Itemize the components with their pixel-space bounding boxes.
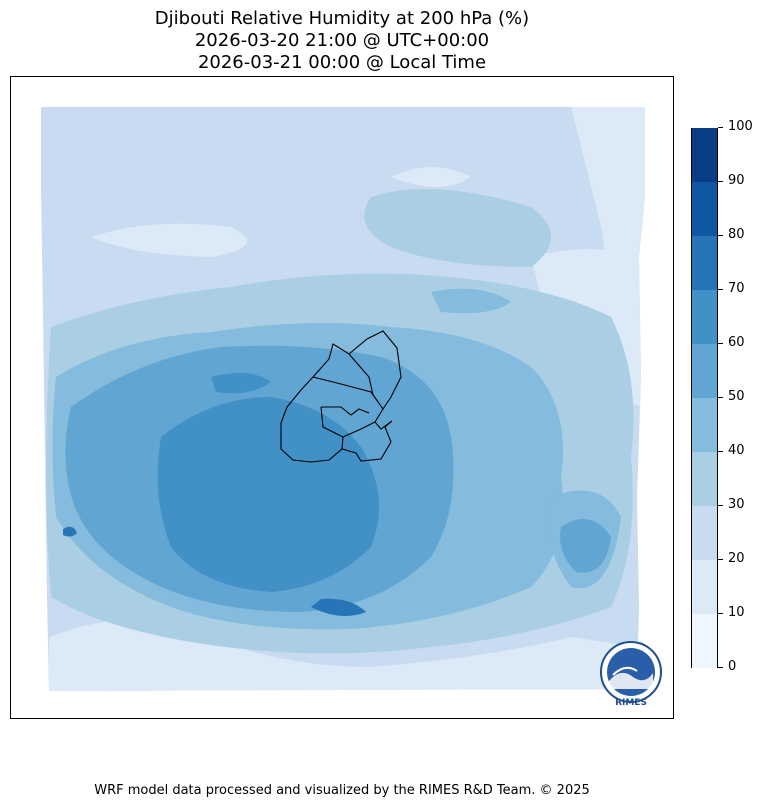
colorbar-tick xyxy=(718,289,723,290)
colorbar xyxy=(691,128,718,668)
colorbar-tick-label: 30 xyxy=(728,497,745,512)
utc-time-label: 2026-03-20 21:00 @ UTC+00:00 xyxy=(194,30,490,51)
colorbar-tick xyxy=(718,505,723,506)
colorbar-segment xyxy=(692,290,717,344)
colorbar-segment xyxy=(692,398,717,452)
contour-40-50-east xyxy=(560,519,611,573)
djibouti-boundary xyxy=(280,330,402,463)
region-line-1 xyxy=(312,376,384,410)
region-line-3 xyxy=(321,406,370,416)
contour-50-60-north xyxy=(211,373,271,394)
map-title: Djibouti Relative Humidity at 200 hPa (%… xyxy=(154,8,530,29)
contour-60-70-west xyxy=(63,526,77,537)
colorbar-tick xyxy=(718,397,723,398)
contour-50-60 xyxy=(157,397,379,592)
humidity-contours xyxy=(41,107,645,691)
contour-light-n2 xyxy=(391,167,471,187)
colorbar-tick-label: 90 xyxy=(728,173,745,188)
region-line-2 xyxy=(348,353,374,396)
colorbar-tick-label: 0 xyxy=(728,659,737,674)
contour-light-ne xyxy=(571,107,645,297)
colorbar-tick-label: 70 xyxy=(728,281,745,296)
colorbar-segment xyxy=(692,128,717,182)
colorbar-tick xyxy=(718,613,723,614)
colorbar-segment xyxy=(692,506,717,560)
colorbar-tick-label: 10 xyxy=(728,605,745,620)
colorbar-tick-label: 20 xyxy=(728,551,745,566)
colorbar-tick-label: 100 xyxy=(728,119,753,134)
contour-20-30-north xyxy=(364,189,551,267)
colorbar-tick xyxy=(718,181,723,182)
colorbar-tick-label: 40 xyxy=(728,443,745,458)
local-time-label: 2026-03-21 00:00 @ Local Time xyxy=(197,52,487,73)
colorbar-segment xyxy=(692,236,717,290)
humidity-map: RIMES xyxy=(41,107,662,708)
colorbar-segment xyxy=(692,560,717,614)
colorbar-tick xyxy=(718,667,723,668)
country-outline xyxy=(280,330,402,463)
region-line-5 xyxy=(341,436,344,450)
colorbar-tick-label: 60 xyxy=(728,335,745,350)
contour-30-40-blob xyxy=(431,288,511,314)
colorbar-tick xyxy=(718,559,723,560)
logo-text: RIMES xyxy=(615,698,647,708)
contour-light-n xyxy=(91,223,247,257)
colorbar-tick xyxy=(718,127,723,128)
contour-60-70 xyxy=(311,598,366,616)
colorbar-segment xyxy=(692,344,717,398)
colorbar-tick xyxy=(718,235,723,236)
footer-credit: WRF model data processed and visualized … xyxy=(94,783,590,798)
colorbar-segment xyxy=(692,614,717,668)
colorbar-segment xyxy=(692,452,717,506)
map-frame: RIMES xyxy=(10,76,674,719)
colorbar-tick-label: 50 xyxy=(728,389,745,404)
colorbar-tick-label: 80 xyxy=(728,227,745,242)
colorbar-tick xyxy=(718,343,723,344)
colorbar-tick xyxy=(718,451,723,452)
rimes-logo: RIMES xyxy=(600,641,662,708)
colorbar-segment xyxy=(692,182,717,236)
